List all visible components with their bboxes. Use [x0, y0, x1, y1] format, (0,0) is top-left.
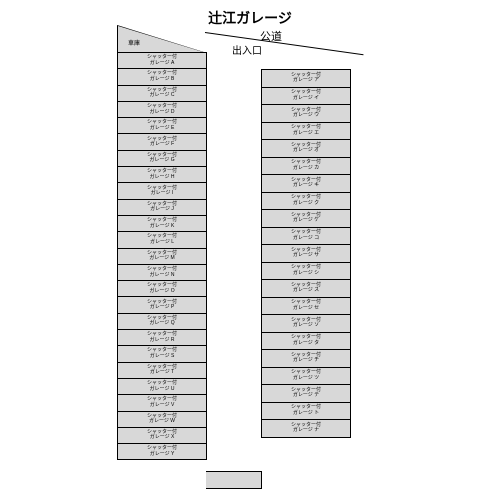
unit-line2: ガレージ W [149, 419, 175, 425]
garage-unit: シャッター付ガレージ ケ [261, 209, 351, 228]
bottom-connector [206, 471, 262, 489]
garage-unit: シャッター付ガレージ チ [261, 349, 351, 368]
garage-unit: シャッター付ガレージ M [117, 248, 207, 265]
unit-line2: ガレージ ウ [293, 113, 319, 119]
unit-line2: ガレージ ス [293, 288, 319, 294]
unit-line2: ガレージ タ [293, 341, 319, 347]
unit-line2: ガレージ C [150, 93, 175, 99]
garage-unit: シャッター付ガレージ ソ [261, 314, 351, 333]
page-title: 辻江ガレージ [0, 8, 500, 28]
unit-line2: ガレージ H [150, 175, 175, 181]
unit-line2: ガレージ P [150, 305, 175, 311]
garage-unit: シャッター付ガレージ C [117, 85, 207, 102]
unit-line2: ガレージ X [150, 435, 175, 441]
garage-unit: シャッター付ガレージ N [117, 264, 207, 281]
garage-unit: シャッター付ガレージ X [117, 427, 207, 444]
unit-line2: ガレージ V [150, 403, 175, 409]
garage-unit: シャッター付ガレージ コ [261, 227, 351, 246]
unit-line2: ガレージ カ [293, 166, 319, 172]
unit-line2: ガレージ Y [150, 452, 175, 458]
unit-line2: ガレージ J [150, 207, 174, 213]
unit-line2: ガレージ B [150, 77, 175, 83]
garage-unit: シャッター付ガレージ G [117, 150, 207, 167]
unit-line2: ガレージ Q [149, 321, 174, 327]
unit-line2: ガレージ テ [293, 393, 319, 399]
unit-line2: ガレージ サ [293, 253, 319, 259]
unit-line2: ガレージ K [150, 224, 175, 230]
unit-line2: ガレージ イ [293, 96, 319, 102]
garage-unit: シャッター付ガレージ E [117, 117, 207, 134]
unit-line2: ガレージ U [150, 387, 175, 393]
garage-unit: シャッター付ガレージ カ [261, 157, 351, 176]
unit-line2: ガレージ T [150, 370, 174, 376]
unit-line2: ガレージ I [151, 191, 174, 197]
garage-unit: シャッター付ガレージ ス [261, 279, 351, 298]
unit-line2: ガレージ セ [293, 306, 319, 312]
garage-unit: シャッター付ガレージ D [117, 101, 207, 118]
garage-unit: シャッター付ガレージ Q [117, 313, 207, 330]
garage-unit: シャッター付ガレージ J [117, 199, 207, 216]
garage-unit: シャッター付ガレージ ウ [261, 104, 351, 123]
garage-unit: シャッター付ガレージ サ [261, 244, 351, 263]
unit-line2: ガレージ R [150, 338, 175, 344]
garage-unit: シャッター付ガレージ キ [261, 174, 351, 193]
unit-line2: ガレージ ナ [293, 428, 319, 434]
unit-line2: ガレージ ク [293, 201, 319, 207]
garage-unit: シャッター付ガレージ R [117, 329, 207, 346]
garage-unit: シャッター付ガレージ P [117, 296, 207, 313]
garage-unit: シャッター付ガレージ ナ [261, 419, 351, 438]
garage-unit: シャッター付ガレージ A [117, 52, 207, 69]
garage-unit: シャッター付ガレージ Y [117, 443, 207, 460]
unit-line2: ガレージ ト [293, 411, 319, 417]
unit-line2: ガレージ L [150, 240, 174, 246]
garage-unit: シャッター付ガレージ O [117, 280, 207, 297]
unit-line2: ガレージ エ [293, 131, 319, 137]
garage-unit: シャッター付ガレージ I [117, 182, 207, 199]
garage-unit: シャッター付ガレージ B [117, 68, 207, 85]
unit-line2: ガレージ G [149, 158, 174, 164]
garage-unit: シャッター付ガレージ H [117, 166, 207, 183]
garage-unit: シャッター付ガレージ K [117, 215, 207, 232]
unit-line2: ガレージ N [150, 273, 175, 279]
garage-unit: シャッター付ガレージ L [117, 231, 207, 248]
unit-line2: ガレージ オ [293, 148, 319, 154]
garage-unit: シャッター付ガレージ F [117, 133, 207, 150]
unit-line2: ガレージ E [150, 126, 175, 132]
unit-line2: ガレージ O [149, 289, 174, 295]
unit-line2: ガレージ D [150, 110, 175, 116]
top-unit-label: 車庫 [128, 38, 140, 47]
garage-unit: シャッター付ガレージ ア [261, 69, 351, 88]
garage-unit: シャッター付ガレージ V [117, 394, 207, 411]
garage-unit: シャッター付ガレージ セ [261, 297, 351, 316]
garage-unit: シャッター付ガレージ イ [261, 87, 351, 106]
garage-unit: シャッター付ガレージ テ [261, 384, 351, 403]
unit-line2: ガレージ チ [293, 358, 319, 364]
unit-line2: ガレージ A [150, 61, 175, 67]
garage-unit: シャッター付ガレージ U [117, 378, 207, 395]
garage-unit: シャッター付ガレージ T [117, 362, 207, 379]
unit-line2: ガレージ シ [293, 271, 319, 277]
garage-unit: シャッター付ガレージ ツ [261, 367, 351, 386]
unit-line2: ガレージ ケ [293, 218, 319, 224]
garage-unit: シャッター付ガレージ S [117, 345, 207, 362]
unit-line2: ガレージ コ [293, 236, 319, 242]
garage-unit: シャッター付ガレージ ト [261, 402, 351, 421]
garage-unit: シャッター付ガレージ W [117, 411, 207, 428]
garage-unit: シャッター付ガレージ エ [261, 122, 351, 141]
right-column: シャッター付ガレージ アシャッター付ガレージ イシャッター付ガレージ ウシャッタ… [261, 70, 351, 438]
unit-line2: ガレージ ア [293, 78, 319, 84]
road-line [205, 32, 364, 55]
garage-unit: シャッター付ガレージ タ [261, 332, 351, 351]
garage-unit: シャッター付ガレージ シ [261, 262, 351, 281]
unit-line2: ガレージ S [150, 354, 175, 360]
unit-line2: ガレージ ツ [293, 376, 319, 382]
unit-line2: ガレージ キ [293, 183, 319, 189]
left-column: シャッター付ガレージ Aシャッター付ガレージ Bシャッター付ガレージ Cシャッタ… [117, 53, 207, 460]
unit-line2: ガレージ ソ [293, 323, 319, 329]
entrance-label: 出入口 [232, 42, 262, 57]
unit-line2: ガレージ F [150, 142, 174, 148]
garage-unit: シャッター付ガレージ オ [261, 139, 351, 158]
garage-unit: シャッター付ガレージ ク [261, 192, 351, 211]
unit-line2: ガレージ M [149, 256, 174, 262]
